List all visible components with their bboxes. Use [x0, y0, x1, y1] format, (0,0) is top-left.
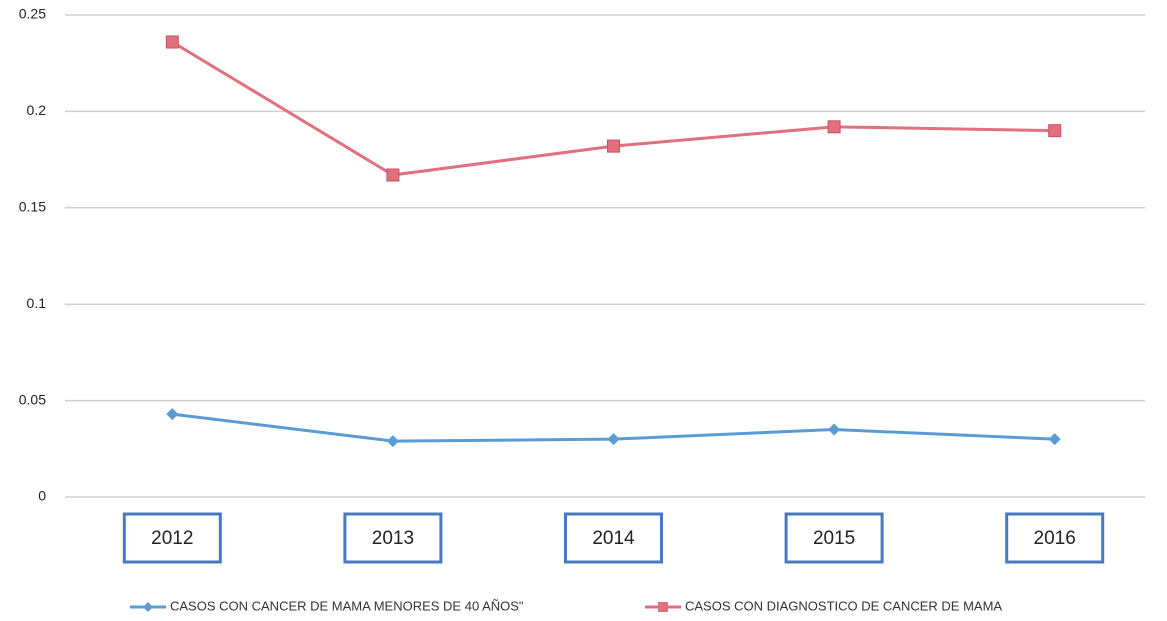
x-tick-label: 2016 [1034, 528, 1076, 549]
legend-label: CASOS CON DIAGNOSTICO DE CANCER DE MAMA [685, 598, 1002, 613]
data-point [386, 168, 400, 182]
y-tick-label: 0 [38, 488, 46, 504]
data-point [607, 433, 620, 446]
data-point [827, 120, 841, 134]
x-tick-label: 2012 [151, 528, 193, 549]
data-point [607, 139, 620, 153]
category-box [122, 512, 222, 564]
data-point [1048, 433, 1061, 446]
legend-label: CASOS CON CANCER DE MAMA MENORES DE 40 A… [170, 598, 524, 613]
data-point [386, 435, 399, 448]
x-tick-label: 2014 [592, 528, 635, 549]
y-tick-label: 0.1 [27, 295, 47, 311]
x-tick-label: 2013 [372, 528, 414, 549]
category-box [564, 512, 663, 564]
data-point [828, 423, 841, 436]
series-line [171, 40, 1055, 177]
y-tick-label: 0.25 [19, 6, 46, 22]
category-box [343, 512, 443, 564]
legend-marker [143, 602, 153, 612]
x-tick-label: 2015 [813, 528, 855, 549]
y-tick-label: 0.05 [19, 391, 46, 407]
y-tick-label: 0.15 [19, 199, 46, 215]
category-box [1005, 512, 1105, 564]
category-box [784, 512, 884, 564]
data-point [166, 408, 179, 421]
y-tick-label: 0.2 [27, 102, 47, 118]
data-point [165, 35, 179, 49]
data-point [1048, 124, 1062, 138]
legend-marker [658, 602, 668, 612]
